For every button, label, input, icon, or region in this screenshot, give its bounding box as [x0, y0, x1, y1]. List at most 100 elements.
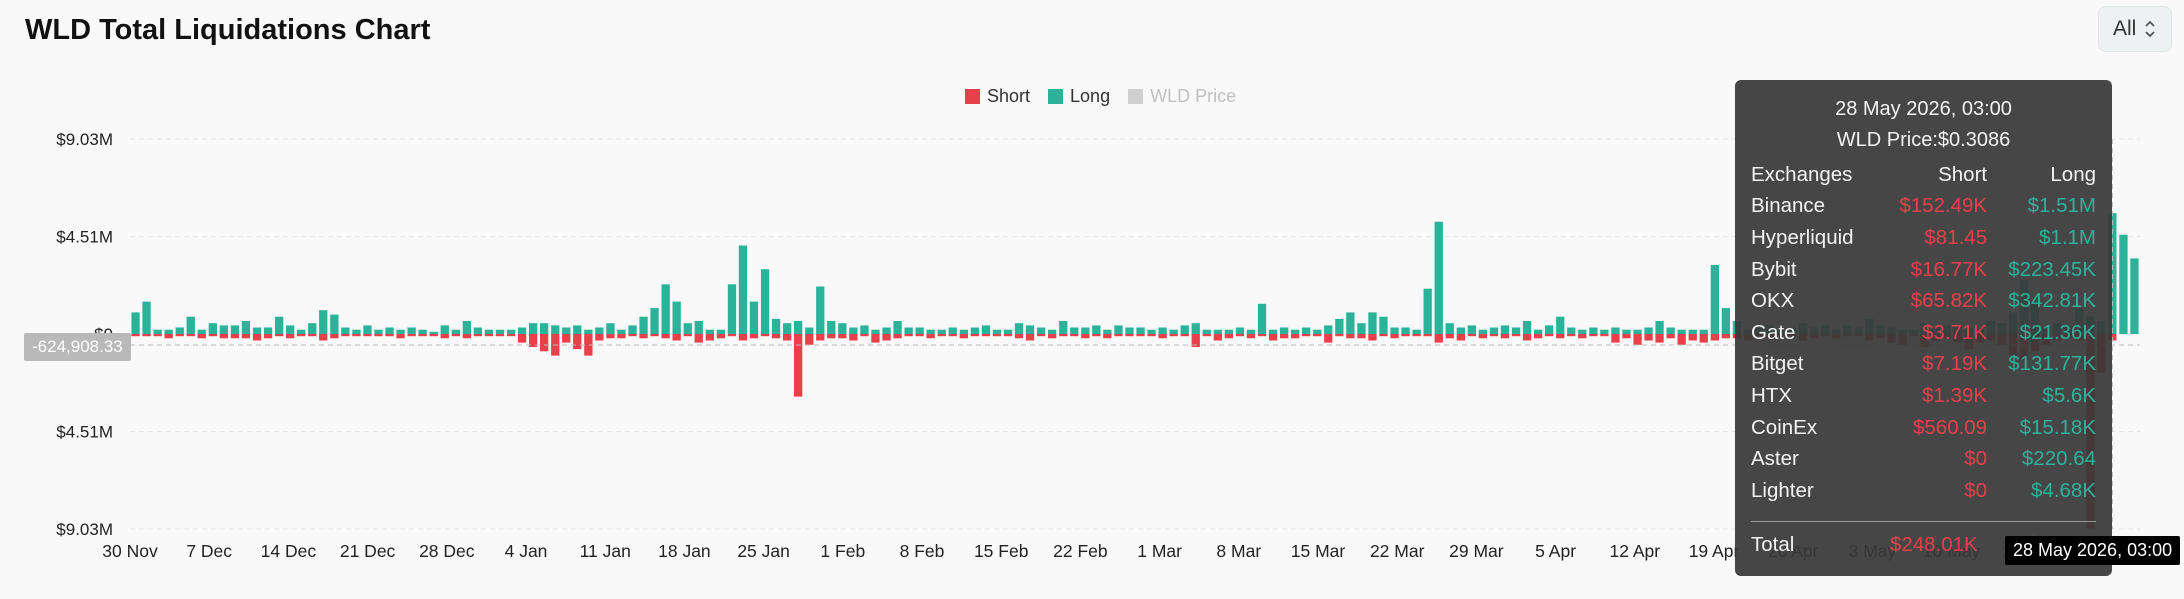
bar-short: [1103, 334, 1112, 339]
bar-short: [1147, 334, 1156, 337]
bar-short: [981, 334, 991, 337]
bar-long: [1589, 327, 1598, 334]
bar-long: [937, 329, 946, 334]
bar-long: [1235, 327, 1245, 334]
bar-short: [1246, 334, 1256, 339]
bar-long: [1500, 325, 1510, 334]
bar-long: [981, 325, 991, 334]
bar-short: [1324, 334, 1333, 343]
bar-long: [1014, 323, 1024, 334]
bar-long: [484, 329, 494, 334]
bar-long: [1103, 329, 1112, 334]
x-tick-label: 15 Feb: [974, 541, 1028, 561]
tooltip-total-row: Total $248.01K $3.36M: [1751, 532, 2096, 558]
tooltip-divider: [1751, 520, 2096, 522]
bar-short: [1511, 334, 1521, 337]
bar-short: [1611, 334, 1620, 343]
bar-long: [694, 321, 703, 334]
bar-short: [1456, 334, 1465, 341]
bar-long: [562, 327, 571, 334]
bar-short: [1622, 334, 1631, 339]
bar-short: [407, 334, 416, 337]
bar-short: [783, 334, 792, 341]
bar-short: [1710, 334, 1719, 341]
tooltip-cell-long: $1.1M: [2039, 225, 2096, 249]
bar-long: [153, 329, 162, 334]
legend-item-price[interactable]: WLD Price: [1128, 86, 1236, 107]
bar-short: [562, 334, 571, 343]
bar-short: [606, 334, 615, 339]
bar-short: [805, 334, 814, 345]
tooltip-cell-exchange: Bitget: [1751, 352, 1804, 376]
tooltip-cell-short: $1.39K: [1922, 383, 1988, 407]
bar-long: [540, 323, 549, 334]
bar-short: [904, 334, 913, 337]
bar-long: [1169, 329, 1178, 334]
tooltip-cell-exchange: Gate: [1751, 320, 1796, 344]
tooltip-row: OKX $65.82K $342.81K: [1751, 285, 2096, 317]
bar-short: [540, 334, 549, 352]
bar-long: [650, 308, 659, 334]
bar-long: [827, 321, 836, 334]
bar-short: [1070, 334, 1079, 337]
x-tick-label: 22 Feb: [1053, 541, 1107, 561]
bar-short: [1589, 334, 1598, 337]
bar-long: [308, 323, 317, 334]
tooltip-table: Exchanges Short Long Binance $152.49K $1.5…: [1751, 159, 2096, 507]
bar-long: [1081, 327, 1090, 334]
bar-short: [341, 334, 350, 337]
bar-short: [385, 334, 394, 337]
bar-long: [727, 284, 737, 334]
tooltip-cell-long: $21.36K: [2019, 320, 2096, 344]
bar-short: [628, 334, 637, 337]
tooltip-row: Gate $3.71K $21.36K: [1751, 317, 2096, 349]
bar-short: [1213, 334, 1222, 341]
bar-short: [1434, 334, 1443, 343]
bar-short: [451, 334, 460, 337]
tooltip-date: 28 May 2026, 03:00: [1835, 98, 2012, 120]
bar-long: [1434, 221, 1443, 334]
bar-long: [1280, 327, 1289, 334]
bar-short: [1423, 334, 1432, 337]
bar-long: [1291, 329, 1300, 334]
tooltip-row: Aster $0 $220.64: [1751, 443, 2096, 475]
bar-short: [926, 334, 935, 339]
legend-label-long: Long: [1070, 86, 1111, 106]
bar-short: [330, 334, 339, 339]
bar-short: [1092, 334, 1101, 337]
bar-short: [286, 334, 295, 339]
bar-long: [1467, 325, 1476, 334]
tooltip-cell-exchange: Lighter: [1751, 478, 1814, 502]
tooltip-cell-short: $3.71K: [1922, 320, 1988, 344]
bar-long: [1534, 329, 1543, 334]
tooltip-row: Bitget $7.19K $131.77K: [1751, 349, 2096, 381]
bar-long: [1213, 329, 1222, 334]
y-tick-label: $4.51M: [56, 423, 113, 442]
legend-item-long[interactable]: Long: [1048, 86, 1110, 107]
bar-long: [142, 301, 151, 334]
bar-short: [1578, 334, 1587, 339]
bar-short: [1688, 334, 1697, 341]
bar-long: [529, 323, 538, 334]
bar-short: [429, 334, 438, 337]
legend-item-short[interactable]: Short: [965, 86, 1030, 107]
bar-short: [363, 334, 372, 337]
tooltip-row: Hyperliquid $81.45 $1.1M: [1751, 222, 2096, 254]
tooltip-row: Bybit $16.77K $223.45K: [1751, 254, 2096, 286]
tooltip-cell-short: $560.09: [1912, 415, 1988, 439]
bar-short: [1401, 334, 1410, 337]
chart-legend: Short Long WLD Price: [965, 86, 1236, 107]
bar-short: [131, 334, 140, 337]
bar-long: [352, 329, 361, 334]
bar-long: [948, 327, 957, 334]
tooltip-cell-short: $16.77K: [1910, 257, 1988, 281]
bar-long: [1158, 327, 1167, 334]
bar-long: [252, 327, 262, 334]
bar-short: [529, 334, 538, 347]
x-tick-label: 30 Nov: [102, 541, 158, 561]
range-select[interactable]: All: [2098, 6, 2172, 52]
x-tick-label: 18 Jan: [658, 541, 711, 561]
bar-short: [1655, 334, 1664, 343]
bar-short: [573, 334, 582, 350]
bar-short: [849, 334, 858, 341]
